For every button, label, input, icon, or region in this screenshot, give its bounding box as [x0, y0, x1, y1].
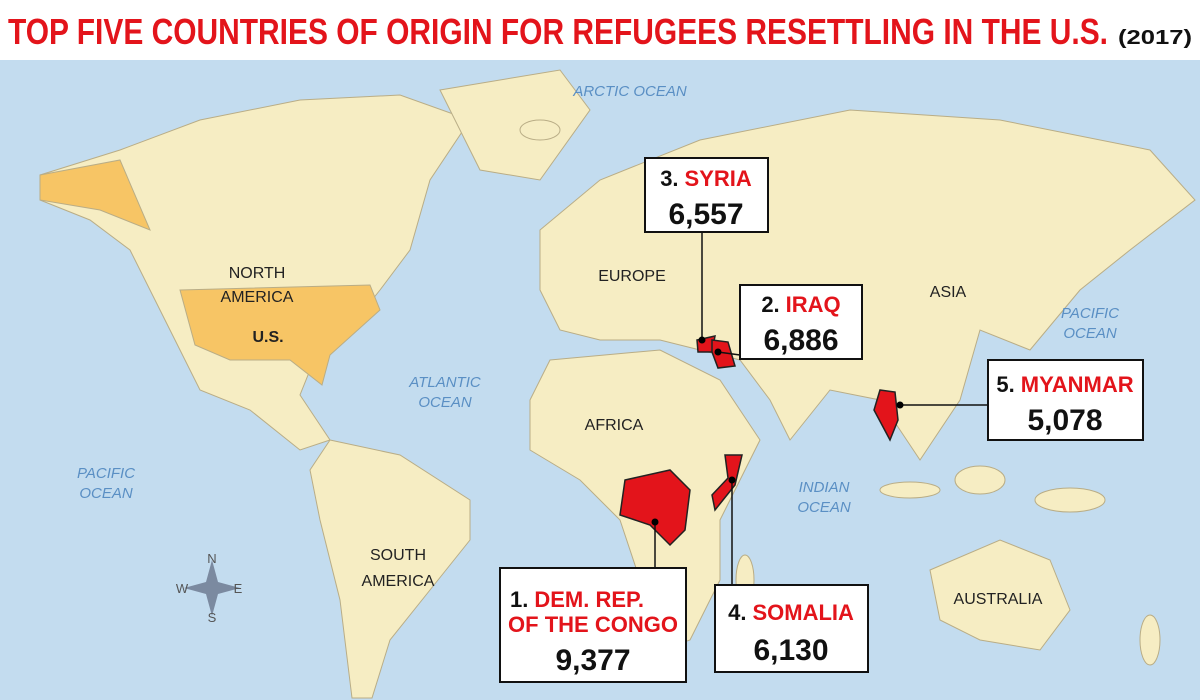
continent-label: ASIA	[930, 284, 967, 301]
country: MYANMAR	[1021, 372, 1134, 397]
count: 6,557	[668, 198, 743, 231]
rank: 4.	[728, 600, 746, 625]
rank: 3.	[660, 166, 678, 191]
compass-s: S	[208, 610, 217, 625]
country: SOMALIA	[752, 600, 854, 625]
map-labels: ARCTIC OCEAN NORTH AMERICA U.S. EUROPE A…	[77, 83, 1119, 608]
count: 9,377	[555, 644, 630, 677]
count: 5,078	[1027, 404, 1102, 437]
continent-label: AMERICA	[362, 573, 435, 590]
continent-label: AMERICA	[221, 289, 294, 306]
compass-e: E	[234, 581, 243, 596]
rank: 2.	[761, 292, 779, 317]
callout: 1. DEM. REP. OF THE CONGO 9,377	[499, 567, 687, 683]
count: 6,886	[763, 324, 838, 357]
rank: 5.	[996, 372, 1014, 397]
callout-title: 3. SYRIA	[660, 166, 752, 191]
ocean-label: PACIFIC	[1061, 305, 1119, 322]
callout-title: 5. MYANMAR	[996, 372, 1133, 397]
continent-label: AUSTRALIA	[954, 591, 1043, 608]
country: IRAQ	[786, 292, 841, 317]
count: 6,130	[753, 634, 828, 667]
country: SYRIA	[685, 166, 752, 191]
ocean-label: OCEAN	[1063, 325, 1117, 342]
ocean-label: ATLANTIC	[408, 374, 481, 391]
ocean-label: OCEAN	[418, 394, 472, 411]
callout: 3. SYRIA 6,557	[644, 157, 769, 233]
ocean-label: ARCTIC OCEAN	[572, 83, 687, 100]
callouts: 1. DEM. REP. OF THE CONGO 9,377 2. IRAQ 6,…	[499, 157, 1144, 683]
compass: N W E S	[176, 551, 243, 625]
continent-label: SOUTH	[370, 547, 426, 564]
country: DEM. REP.	[534, 587, 644, 612]
callout-title: 1. DEM. REP.	[510, 587, 644, 612]
ocean-label: OCEAN	[797, 499, 851, 516]
callout-title: 2. IRAQ	[761, 292, 840, 317]
continent-label: AFRICA	[585, 417, 644, 434]
country: OF THE CONGO	[508, 612, 678, 637]
continent-label: NORTH	[229, 265, 286, 282]
ocean-label: INDIAN	[799, 479, 850, 496]
continent-label: EUROPE	[598, 268, 666, 285]
country-label: U.S.	[252, 329, 283, 346]
highlighted-countries	[619, 335, 899, 547]
callout-title: 4. SOMALIA	[728, 600, 854, 625]
callout: 4. SOMALIA 6,130	[714, 584, 869, 673]
ocean-label: OCEAN	[79, 485, 133, 502]
title-bar	[0, 0, 1200, 60]
title: TOP FIVE COUNTRIES OF ORIGIN FOR REFUGEE…	[8, 11, 1108, 52]
callout: 5. MYANMAR 5,078	[987, 359, 1144, 441]
compass-n: N	[207, 551, 216, 566]
compass-w: W	[176, 581, 189, 596]
callout: 2. IRAQ 6,886	[739, 284, 863, 360]
leader-lines	[651, 232, 988, 585]
ocean-label: PACIFIC	[77, 465, 135, 482]
rank: 1.	[510, 587, 528, 612]
subtitle: (2017)	[1118, 27, 1192, 49]
